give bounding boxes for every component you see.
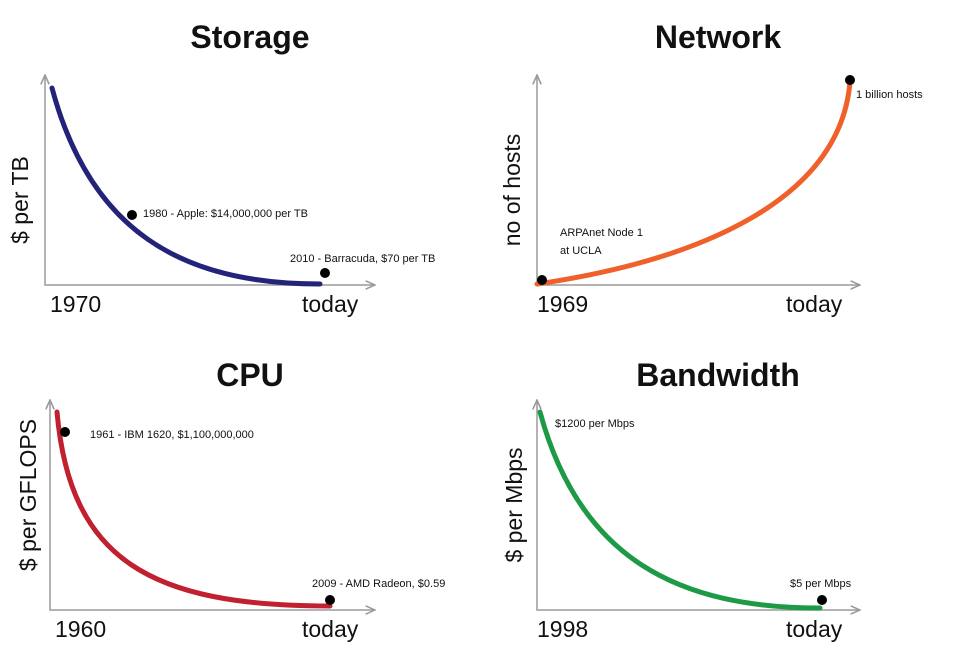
cpu-panel: CPU 1961 - IBM 1620, $1,100,000,000 2009… [15, 357, 445, 642]
x-start: 1969 [537, 291, 588, 317]
point [325, 595, 335, 605]
point [817, 595, 827, 605]
x-end: today [786, 616, 843, 642]
x-start: 1998 [537, 616, 588, 642]
x-start: 1970 [50, 291, 101, 317]
y-label: $ per TB [7, 156, 33, 244]
x-end: today [786, 291, 843, 317]
curve [534, 79, 853, 287]
axes [537, 400, 860, 610]
y-label: $ per Mbps [501, 447, 527, 562]
note: 2009 - AMD Radeon, $0.59 [312, 578, 445, 590]
note: 1961 - IBM 1620, $1,100,000,000 [90, 429, 254, 441]
note: $1200 per Mbps [555, 418, 635, 430]
x-end: today [302, 291, 359, 317]
note: at UCLA [560, 245, 602, 257]
x-start: 1960 [55, 616, 106, 642]
curve [54, 409, 333, 609]
point [127, 210, 137, 220]
panel-title: CPU [216, 357, 284, 393]
note: ARPAnet Node 1 [560, 227, 643, 239]
note: $5 per Mbps [790, 578, 852, 590]
panel-title: Network [655, 19, 781, 55]
point [320, 268, 330, 278]
curve [537, 409, 823, 611]
curve [49, 85, 323, 287]
axes [45, 75, 375, 285]
point [60, 427, 70, 437]
point [845, 75, 855, 85]
panel-title: Storage [190, 19, 309, 55]
bandwidth-panel: Bandwidth $1200 per Mbps $5 per Mbps 199… [501, 357, 860, 642]
point [537, 275, 547, 285]
note: 2010 - Barracuda, $70 per TB [290, 253, 435, 265]
x-end: today [302, 616, 359, 642]
network-panel: Network 1 billion hosts ARPAnet Node 1 a… [499, 19, 923, 317]
y-label: $ per GFLOPS [15, 419, 41, 571]
note: 1980 - Apple: $14,000,000 per TB [143, 208, 308, 220]
y-label: no of hosts [499, 134, 525, 247]
panel-title: Bandwidth [636, 357, 800, 393]
axes [50, 400, 375, 610]
note: 1 billion hosts [856, 89, 923, 101]
storage-panel: Storage 1980 - Apple: $14,000,000 per TB… [7, 19, 435, 317]
